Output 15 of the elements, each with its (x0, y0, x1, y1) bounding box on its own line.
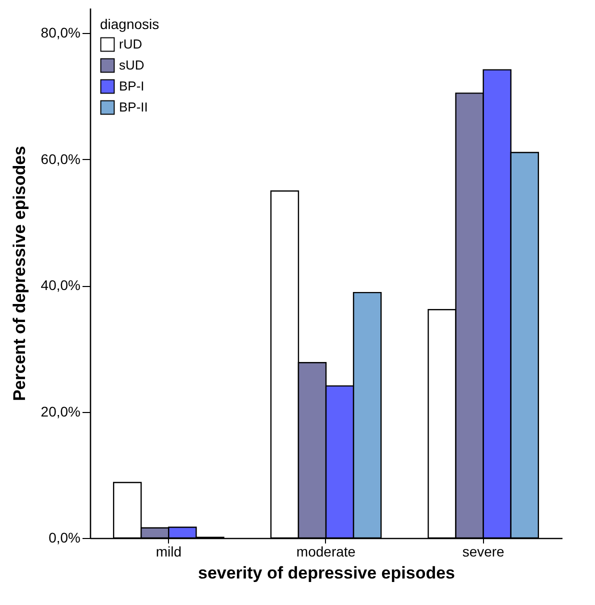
y-tick-label: 80,0% (40, 24, 80, 41)
x-tick-label: severe (462, 544, 505, 560)
legend-label: BP-I (119, 78, 144, 94)
x-axis-title: severity of depressive episodes (198, 564, 456, 582)
legend-title: diagnosis (100, 16, 160, 32)
legend-label: rUD (119, 36, 142, 52)
y-axis-title: Percent of depressive episodes (10, 146, 29, 402)
y-tick-label: 0,0% (48, 530, 80, 546)
y-tick-label: 40,0% (40, 277, 80, 294)
x-tick-label: moderate (296, 544, 356, 560)
x-tick-label: mild (156, 544, 182, 560)
y-tick-label: 20,0% (40, 403, 80, 420)
legend-label: sUD (119, 58, 144, 72)
legend-label: BP-II (119, 100, 148, 114)
y-tick-label: 60,0% (40, 150, 80, 167)
